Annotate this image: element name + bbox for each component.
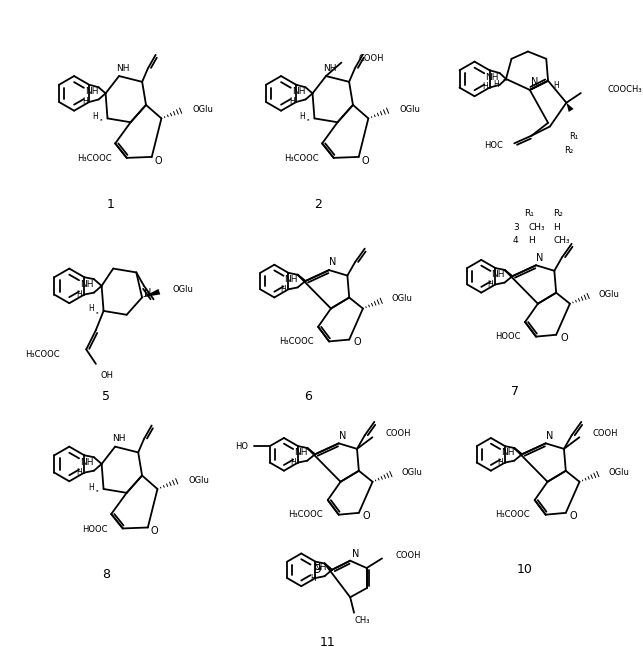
Text: 8: 8 <box>102 568 110 581</box>
Text: OGlu: OGlu <box>192 105 213 115</box>
Text: 2: 2 <box>314 197 322 210</box>
Text: '': '' <box>95 311 99 317</box>
Text: N: N <box>536 252 543 263</box>
Text: HOOC: HOOC <box>82 525 107 534</box>
Text: ''': ''' <box>502 78 508 84</box>
Text: '': '' <box>306 118 310 124</box>
Text: COOCH₃: COOCH₃ <box>608 85 642 94</box>
Text: N: N <box>531 77 538 87</box>
Text: H: H <box>77 290 82 299</box>
Text: NH: NH <box>323 64 336 73</box>
Text: H: H <box>289 97 295 106</box>
Text: COOH: COOH <box>386 429 412 438</box>
Text: H: H <box>290 458 296 467</box>
Text: N: N <box>339 431 347 441</box>
Text: '': '' <box>99 118 103 124</box>
Text: NH: NH <box>85 87 98 96</box>
Text: O: O <box>353 338 361 347</box>
Text: OGlu: OGlu <box>401 468 422 477</box>
Text: OGlu: OGlu <box>599 290 620 298</box>
Text: H: H <box>82 97 88 106</box>
Text: O: O <box>155 156 162 166</box>
Text: H₃COOC: H₃COOC <box>278 336 313 345</box>
Text: NH: NH <box>491 270 505 280</box>
Text: 4: 4 <box>513 236 519 245</box>
Text: NH: NH <box>80 459 94 468</box>
Text: N: N <box>546 431 553 441</box>
Text: H: H <box>553 81 559 90</box>
Text: 1: 1 <box>107 197 114 210</box>
Text: R₁: R₁ <box>525 209 534 218</box>
Text: R₂: R₂ <box>554 209 563 218</box>
Text: O: O <box>570 510 577 521</box>
Text: COOH: COOH <box>359 54 385 63</box>
Text: H₃COOC: H₃COOC <box>284 155 318 163</box>
Text: '': '' <box>95 489 99 495</box>
Text: 5: 5 <box>102 390 110 403</box>
Text: HOOC: HOOC <box>494 332 520 341</box>
Text: H: H <box>310 574 316 582</box>
Text: H: H <box>554 223 560 232</box>
Text: HOC: HOC <box>484 141 503 149</box>
Text: CH₃: CH₃ <box>354 616 370 625</box>
Text: 3: 3 <box>513 223 519 232</box>
Text: OGlu: OGlu <box>608 468 629 477</box>
Text: H: H <box>88 483 94 492</box>
Text: OGlu: OGlu <box>399 105 420 115</box>
Text: 7: 7 <box>511 385 519 399</box>
Text: R₁: R₁ <box>569 131 579 140</box>
Text: H: H <box>92 112 98 121</box>
Text: H₃COOC: H₃COOC <box>288 510 323 519</box>
Text: N: N <box>144 288 152 298</box>
Text: CH₃: CH₃ <box>529 223 545 232</box>
Text: O: O <box>560 333 568 343</box>
Text: H: H <box>299 112 305 121</box>
Text: 11: 11 <box>320 635 335 647</box>
Text: 10: 10 <box>517 564 532 576</box>
Text: NH: NH <box>113 434 126 443</box>
Text: 9: 9 <box>314 564 322 576</box>
Text: H: H <box>497 458 503 467</box>
Text: NH: NH <box>284 275 298 284</box>
Text: COOH: COOH <box>593 429 619 438</box>
Text: NH: NH <box>80 280 94 289</box>
Text: H: H <box>482 82 488 91</box>
Text: H₃COOC: H₃COOC <box>495 510 530 519</box>
Text: NH: NH <box>501 448 514 457</box>
Text: OH: OH <box>101 371 114 380</box>
Text: H: H <box>487 280 493 289</box>
Text: NH: NH <box>313 563 327 572</box>
Text: HO: HO <box>235 442 249 451</box>
Text: NH: NH <box>292 87 305 96</box>
Text: N: N <box>329 258 337 267</box>
Text: OGlu: OGlu <box>188 476 209 485</box>
Text: H₃COOC: H₃COOC <box>77 155 111 163</box>
Text: O: O <box>361 156 369 166</box>
Polygon shape <box>142 289 160 298</box>
Text: NH: NH <box>294 448 307 457</box>
Text: NH: NH <box>116 64 130 73</box>
Text: N: N <box>352 549 359 559</box>
Text: CH₃: CH₃ <box>554 236 570 245</box>
Text: H: H <box>494 80 499 89</box>
Text: OGlu: OGlu <box>173 285 194 294</box>
Text: H: H <box>77 468 82 477</box>
Text: NH: NH <box>485 72 499 82</box>
Text: O: O <box>363 510 370 521</box>
Polygon shape <box>566 103 574 112</box>
Text: O: O <box>150 527 158 536</box>
Text: H₃COOC: H₃COOC <box>24 350 59 358</box>
Text: H: H <box>88 305 94 314</box>
Text: COOH: COOH <box>395 551 421 560</box>
Text: 6: 6 <box>304 390 312 403</box>
Text: OGlu: OGlu <box>392 294 413 303</box>
Text: R₂: R₂ <box>565 146 574 155</box>
Text: H: H <box>280 285 286 294</box>
Text: H: H <box>529 236 535 245</box>
